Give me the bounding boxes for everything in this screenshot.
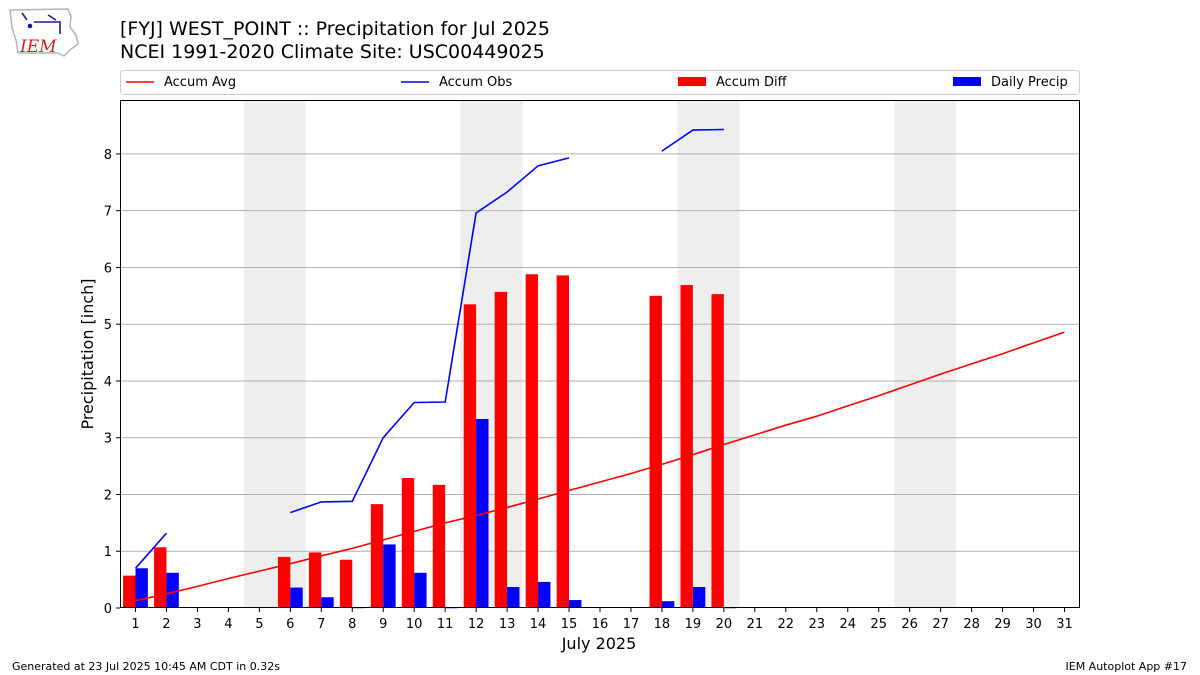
legend-swatch-daily-precip [953, 77, 981, 86]
legend-label-accum-obs: Accum Obs [439, 75, 512, 90]
bar-series [123, 274, 737, 609]
daily-precip-bar-1 [135, 568, 148, 608]
accum-diff-bar-15 [556, 275, 570, 608]
y-tick-label-1: 1 [104, 545, 112, 560]
x-tick-label-19: 19 [685, 617, 702, 632]
accum-diff-bar-11 [432, 484, 446, 608]
weekend-band-4 [894, 100, 957, 608]
legend-label-accum-diff: Accum Diff [716, 75, 788, 90]
x-tick-label-7: 7 [317, 617, 325, 632]
accum-avg-line-segment-1 [135, 331, 1065, 602]
accum-diff-bar-6 [277, 556, 291, 608]
chart-subtitle: NCEI 1991-2020 Climate Site: USC00449025 [120, 41, 545, 63]
accum-diff-bar-8 [339, 559, 353, 608]
x-axis-ticks: 1 2 3 4 5 6 7 8 9 10 11 12 13 14 15 16 17 18 19 20 21 22 23 24 2… [131, 608, 1073, 632]
y-tick-label-5: 5 [104, 318, 112, 333]
x-tick-label-9: 9 [379, 617, 387, 632]
x-tick-label-16: 16 [592, 617, 609, 632]
y-tick-label-8: 8 [104, 148, 112, 163]
accum-diff-bar-19 [680, 285, 693, 608]
legend-label-accum-avg: Accum Avg [164, 75, 236, 90]
accum-diff-bar-18 [649, 295, 662, 608]
iowa-outline-icon [9, 8, 79, 57]
x-tick-label-26: 26 [901, 617, 918, 632]
plot-frame [120, 100, 1080, 608]
x-tick-label-12: 12 [468, 617, 485, 632]
daily-precip-bar-15 [569, 600, 582, 608]
accum-diff-bar-7 [308, 552, 322, 608]
accum-diff-bar-9 [370, 504, 384, 608]
x-tick-label-23: 23 [809, 617, 826, 632]
accum-diff-bar-2 [154, 547, 167, 608]
y-tick-label-4: 4 [104, 375, 112, 390]
y-axis-ticks: 0 1 2 3 4 5 6 7 8 [104, 148, 120, 617]
legend: Accum Avg Accum Obs Accum Diff Daily Precip [120, 70, 1080, 95]
x-tick-label-18: 18 [654, 617, 671, 632]
x-tick-label-31: 31 [1056, 617, 1073, 632]
daily-precip-bar-9 [383, 544, 396, 608]
y-tick-label-6: 6 [104, 261, 112, 276]
legend-frame [120, 70, 1080, 95]
footer-right: IEM Autoplot App #17 [1066, 660, 1188, 673]
footer-left: Generated at 23 Jul 2025 10:45 AM CDT in… [12, 660, 280, 673]
y-tick-label-3: 3 [104, 432, 112, 447]
daily-precip-bar-13 [507, 586, 520, 608]
x-tick-label-29: 29 [994, 617, 1011, 632]
x-tick-label-13: 13 [499, 617, 516, 632]
accum-diff-bar-12 [463, 304, 477, 608]
x-tick-label-4: 4 [224, 617, 232, 632]
daily-precip-bar-19 [692, 586, 706, 608]
weekend-bands [243, 100, 957, 608]
wind-barb-icon [21, 12, 61, 34]
daily-precip-bar-6 [290, 587, 303, 608]
legend-label-daily-precip: Daily Precip [991, 75, 1068, 90]
accum-diff-bar-14 [525, 274, 539, 608]
x-tick-label-20: 20 [716, 617, 733, 632]
station-dot-icon [27, 23, 33, 29]
y-tick-label-2: 2 [104, 488, 112, 503]
daily-precip-bar-14 [538, 581, 551, 608]
x-tick-label-11: 11 [437, 617, 454, 632]
x-tick-label-10: 10 [406, 617, 423, 632]
daily-precip-bar-10 [414, 572, 427, 608]
line-series [134, 128, 1065, 602]
x-tick-label-28: 28 [963, 617, 980, 632]
x-tick-label-27: 27 [932, 617, 949, 632]
accum-diff-bar-1 [123, 575, 136, 608]
x-tick-label-14: 14 [530, 617, 547, 632]
accum-obs-line-segment-1 [134, 532, 168, 569]
x-tick-label-15: 15 [561, 617, 578, 632]
daily-precip-bar-18 [661, 601, 675, 608]
accum-diff-bar-13 [494, 291, 508, 608]
legend-swatch-accum-diff [678, 77, 706, 86]
x-tick-label-3: 3 [193, 617, 201, 632]
x-tick-label-30: 30 [1025, 617, 1042, 632]
x-tick-label-6: 6 [286, 617, 294, 632]
y-axis-label: Precipitation [inch] [78, 278, 97, 429]
accum-diff-bar-20 [711, 294, 724, 608]
x-tick-label-2: 2 [162, 617, 170, 632]
accum-diff-bar-10 [401, 478, 415, 608]
accum-obs-line-segment-3 [661, 128, 724, 152]
x-tick-label-17: 17 [623, 617, 640, 632]
x-tick-label-25: 25 [870, 617, 887, 632]
y-tick-label-7: 7 [104, 205, 112, 220]
iem-logo: IEM [9, 8, 79, 57]
x-axis-label: July 2025 [561, 634, 637, 653]
x-tick-label-5: 5 [255, 617, 263, 632]
weekend-band-1 [243, 100, 306, 608]
daily-precip-bar-7 [321, 597, 334, 608]
accum-obs-line-segment-2 [290, 157, 570, 514]
x-tick-label-22: 22 [778, 617, 795, 632]
logo-text: IEM [19, 37, 57, 57]
y-tick-label-0: 0 [104, 602, 112, 617]
x-tick-label-1: 1 [131, 617, 139, 632]
daily-precip-bar-2 [166, 572, 179, 608]
chart-title: [FYJ] WEST_POINT :: Precipitation for Ju… [120, 18, 550, 40]
x-tick-label-24: 24 [839, 617, 856, 632]
x-tick-label-8: 8 [348, 617, 356, 632]
x-tick-label-21: 21 [747, 617, 764, 632]
